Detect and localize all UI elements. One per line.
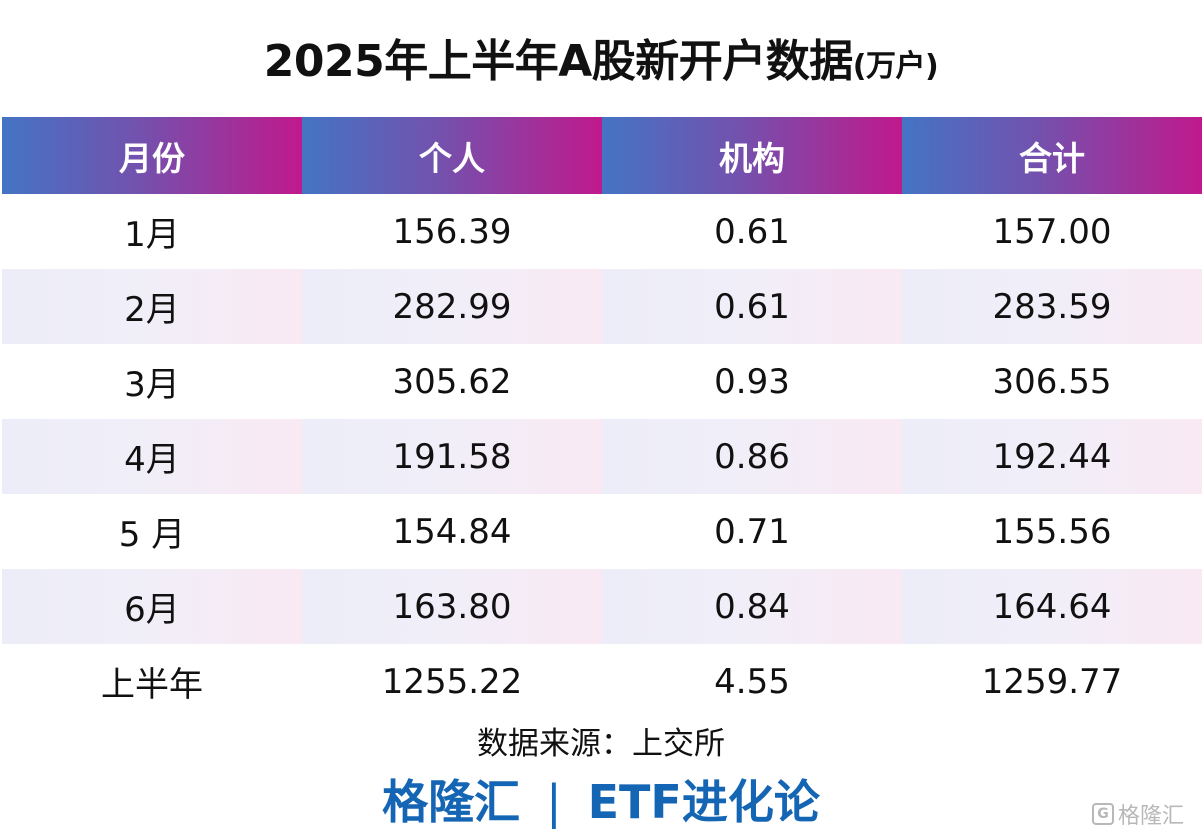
- cell-individual: 305.62: [392, 361, 512, 402]
- header-total: 合计: [902, 117, 1202, 194]
- cell-month: 5 月: [118, 515, 186, 555]
- cell-individual: 163.80: [302, 569, 602, 644]
- brand-separator: |: [546, 775, 562, 829]
- gelonghui-logo-icon: G: [1091, 803, 1114, 825]
- table-row: 3月 305.62 0.93 306.55: [2, 344, 1202, 419]
- cell-institution: 0.61: [714, 211, 790, 252]
- cell-individual: 191.58: [302, 419, 602, 494]
- cell-institution: 4.55: [714, 661, 790, 702]
- table-row: 6月 163.80 0.84 164.64: [2, 569, 1202, 644]
- table-row: 2月 282.99 0.61 283.59: [2, 269, 1202, 344]
- table-row: 5 月 154.84 0.71 155.56: [2, 494, 1202, 569]
- table-row-total: 上半年 1255.22 4.55 1259.77: [2, 644, 1202, 719]
- cell-month: 3月: [124, 365, 180, 405]
- cell-institution: 0.93: [714, 361, 790, 402]
- data-table: 月份 个人 机构 合计 1月 156.39 0.61 157.00 2月 282…: [2, 117, 1202, 719]
- cell-total: 1259.77: [981, 661, 1123, 702]
- cell-individual: 1255.22: [381, 661, 523, 702]
- cell-total: 283.59: [902, 269, 1202, 344]
- cell-total: 164.64: [902, 569, 1202, 644]
- cell-individual: 282.99: [302, 269, 602, 344]
- cell-month: 1月: [124, 215, 180, 255]
- brand-name-left: 格隆汇: [382, 775, 521, 829]
- cell-institution: 0.84: [602, 569, 902, 644]
- cell-institution: 0.71: [714, 511, 790, 552]
- cell-institution: 0.86: [602, 419, 902, 494]
- cell-total: 155.56: [992, 511, 1112, 552]
- header-month: 月份: [2, 117, 302, 194]
- data-source-note: 数据来源：上交所: [477, 726, 725, 762]
- cell-month: 4月: [2, 419, 302, 494]
- cell-total: 192.44: [902, 419, 1202, 494]
- cell-month: 6月: [2, 569, 302, 644]
- brand-footer: 格隆汇 | ETF进化论: [0, 772, 1202, 832]
- cell-month: 2月: [2, 269, 302, 344]
- title-main: 2025年上半年A股新开户数据: [263, 36, 854, 87]
- watermark: G 格隆汇: [1091, 798, 1184, 830]
- header-individual: 个人: [302, 117, 602, 194]
- header-institution: 机构: [602, 117, 902, 194]
- title-unit: (万户): [852, 49, 939, 84]
- watermark-text: 格隆汇: [1117, 804, 1184, 829]
- table-row: 4月 191.58 0.86 192.44: [2, 419, 1202, 494]
- cell-individual: 156.39: [392, 211, 512, 252]
- cell-individual: 154.84: [392, 511, 512, 552]
- table-header-row: 月份 个人 机构 合计: [2, 117, 1202, 194]
- brand-name-right: ETF进化论: [587, 775, 820, 829]
- cell-total: 306.55: [992, 361, 1112, 402]
- cell-total: 157.00: [992, 211, 1112, 252]
- page-title: 2025年上半年A股新开户数据(万户): [0, 32, 1202, 97]
- table-row: 1月 156.39 0.61 157.00: [2, 194, 1202, 269]
- cell-institution: 0.61: [602, 269, 902, 344]
- cell-month: 上半年: [101, 665, 203, 705]
